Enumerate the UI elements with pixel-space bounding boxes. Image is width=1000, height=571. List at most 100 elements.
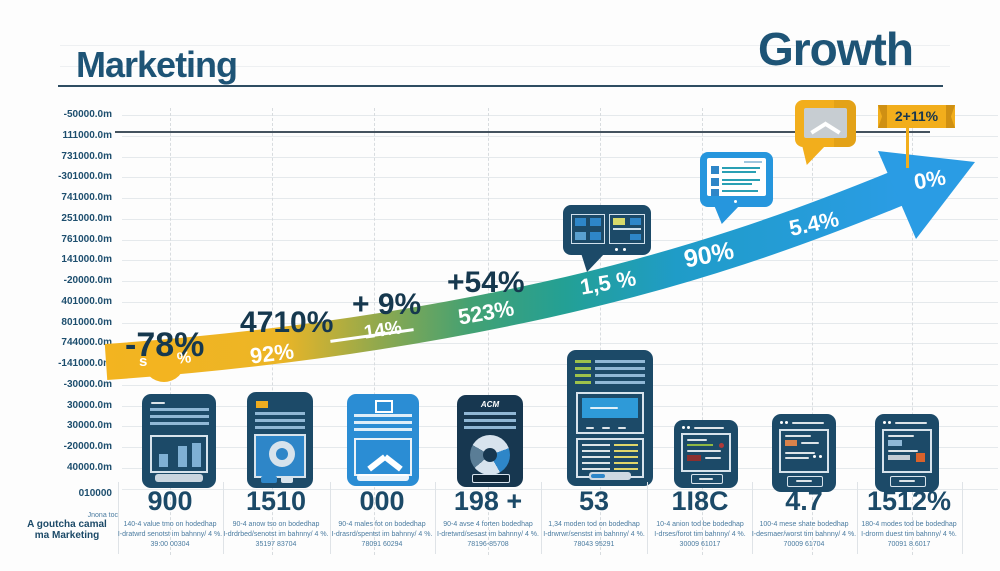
list-panel [576,438,644,478]
dashboard-icon [563,205,651,255]
mini-table-green [575,360,591,384]
footnote-line-1: Jnona toc [87,512,118,519]
footnote: Jnona toc A goutcha camal ma Marketing [16,512,118,541]
bar [178,446,187,467]
gridline [122,468,998,469]
gridline [122,426,998,427]
decor-dash [618,427,626,429]
gridline [170,108,171,555]
y-axis-label: -30000.0m [63,379,112,390]
speech-bubble-dashboard [563,205,651,272]
phone-icon-5 [567,350,653,486]
gridline [702,108,703,555]
dashboard-tile [590,232,601,240]
trend-arrow-head [878,151,975,239]
arrow-node-left-label: s [139,353,148,370]
decor-line [801,442,819,444]
column-caption: 180-4 modes tod be bodedhap I-drorm dues… [855,520,963,550]
footer-button [787,476,823,487]
checklist-line [722,190,758,192]
caption-line: 39:00 00304 [150,541,190,549]
gridline [122,385,998,386]
percent-label-54: +54% [447,266,525,299]
decor-line [895,422,927,424]
column-caption: 10-4 anion tod be bodedhap I-drses/forot… [646,520,754,550]
dot [623,248,626,251]
caption-line: 1,34 moden tod on bodedhap [548,521,640,528]
footnote-line-3: ma Marketing [34,530,100,541]
gridline [122,406,998,407]
checklist-line [722,179,760,181]
column-caption: 1,34 moden tod on bodedhap I-drwrwr/sens… [540,520,648,550]
footer-pill [357,474,409,481]
dashboard-panel-left [571,214,605,244]
red-dot [719,443,724,448]
y-axis-label: -50000.0m [63,109,112,120]
decor-line [785,435,811,437]
dot [682,426,685,429]
photo-mountain-right [823,121,841,135]
donut-chart [470,435,510,475]
gridline [912,108,913,555]
caption-line: 30009 61017 [679,541,721,549]
decor-line [792,422,824,424]
column-divider [962,482,963,554]
column-caption: 90-4 anow tso on bodedhap I-drdrbed/seno… [222,520,330,550]
dot [883,421,886,424]
y-axis-label: 801000.0m [61,317,112,328]
caption-line: 180-4 modes tod be bodedhap [861,521,957,528]
badge-end-right [946,105,955,128]
y-axis-label: 731000.0m [61,151,112,162]
footer-button [890,476,926,487]
orange-chip [785,440,797,446]
column-divider [541,482,542,554]
gridline [812,108,813,555]
decor-line [151,402,165,404]
column-value: 000 [359,486,405,516]
decor-dash [586,427,594,429]
caption-line: I-drses/forot tim bahnny/ 4 %. [654,531,746,539]
mini-table [595,360,645,384]
decor-dash [699,478,713,480]
phone-icon-1 [142,394,216,488]
gridline [122,323,998,324]
gridline [122,177,998,178]
footer-chip-white [281,476,293,483]
decor-line [785,457,809,459]
form-panel [779,429,829,473]
dashboard-tile [575,218,586,226]
footnote-line-2: A goutcha camal [27,519,107,530]
top-axis-line [115,131,930,133]
mini-table [150,408,209,429]
column-caption: 90-4 males fot on bodedhap I-drasrd/spen… [328,520,436,550]
checklist-line [722,171,756,173]
decor-dash [899,480,915,482]
screen-blue [582,398,638,418]
page-title-left: Marketing [76,44,238,85]
caption-line: I-desmaer/worst tim bahnny/ 4 %. [751,531,857,539]
green-line [687,444,713,446]
caption-line: 100-4 mese shate bodedhap [759,521,849,528]
decor-line [705,457,721,459]
gridline [122,489,998,490]
dot [819,455,822,458]
decor-line [888,450,918,452]
decor-glyph [375,400,393,413]
column-divider [223,482,224,554]
gridline [600,108,601,555]
phone-icon-8 [875,414,939,492]
caption-line: I-drorm duest tim bahnny/ 4 %. [861,531,957,539]
gridline [122,260,998,261]
decor-line [694,427,724,429]
mini-table [464,412,516,430]
blue-chip [888,440,902,446]
gridline [122,198,998,199]
column-value: 198 + [453,486,523,516]
decor-line [687,450,721,452]
checkbox [711,178,719,186]
percent-label-4710: 4710% [240,306,334,339]
footer-chip-blue [261,476,277,483]
checkbox [711,166,719,174]
dark-red-chip [687,455,701,461]
column-value: 1I8C [671,486,729,516]
